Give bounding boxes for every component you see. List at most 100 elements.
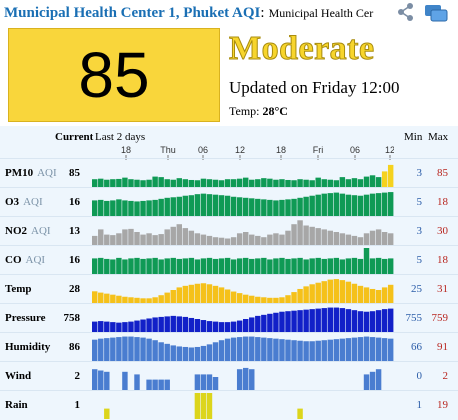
history-chart[interactable] [92,247,394,274]
history-bar [98,292,104,303]
history-bar [212,285,219,303]
history-bar [200,283,207,303]
history-bar [297,197,303,216]
history-bar [218,287,225,303]
history-bar [104,321,110,332]
history-bar [194,180,201,187]
history-bar [146,258,152,274]
history-bar [351,337,358,361]
min-value: 3 [416,167,423,179]
windows-icon[interactable] [424,4,448,22]
history-bar [315,194,321,216]
history-bar [249,369,255,390]
min-value: 5 [416,254,423,266]
history-bar [236,233,243,245]
history-bar [140,200,146,216]
reading-label-text: PM10 [5,167,34,179]
history-bar [243,367,249,390]
history-bar [291,198,297,216]
history-bar [369,258,376,274]
history-bar [152,235,158,245]
history-bar [110,179,116,187]
history-bar [333,307,340,332]
history-chart[interactable] [92,305,394,332]
history-bar [146,233,152,245]
reading-label-text: Temp [5,283,32,295]
history-bar [230,259,237,274]
reading-row-co[interactable]: CO AQI 16 5 18 [0,245,458,275]
history-bar [273,233,279,245]
history-bar [206,321,213,332]
history-bar [273,297,279,303]
history-bar [92,339,98,361]
reading-row-pressure[interactable]: Pressure 758 755 759 [0,303,458,333]
history-bar [375,193,382,216]
history-chart[interactable] [92,392,394,419]
reading-row-humidity[interactable]: Humidity 86 66 91 [0,332,458,362]
reading-row-o3[interactable]: O3 AQI 16 5 18 [0,187,458,217]
history-chart[interactable] [92,276,394,303]
history-bar [369,337,376,361]
history-bar [110,200,116,216]
history-bar [261,257,267,274]
history-bar [327,258,333,274]
station-title-link[interactable]: Municipal Health Center 1, Phuket AQI [4,5,261,21]
history-bar [200,374,207,390]
history-bar [315,308,321,332]
history-bar [116,337,122,361]
history-bar [267,338,273,361]
history-chart[interactable] [92,189,394,216]
history-bar [339,177,346,187]
history-bar [363,176,370,187]
history-bar [152,297,158,303]
reading-row-rain[interactable]: Rain 1 1 19 [0,390,458,420]
history-bar [255,296,261,303]
history-bar [158,295,164,303]
history-bar [297,220,303,245]
reading-row-pm10[interactable]: PM10 AQI 85 3 85 [0,158,458,188]
history-bar [345,309,352,332]
history-bar [230,337,237,361]
reading-row-no2[interactable]: NO2 AQI 13 3 30 [0,216,458,246]
temp-value: 28°C [262,104,288,118]
history-bar [146,338,152,361]
history-bar [122,229,128,245]
axis-tick-label: 18 [276,145,286,155]
history-bar [110,235,116,245]
history-bar [224,195,231,216]
reading-row-wind[interactable]: Wind 2 0 2 [0,361,458,391]
history-bar [170,257,176,274]
history-bar [285,311,291,332]
history-bar [297,340,303,361]
history-bar [122,200,128,216]
history-bar [255,198,261,216]
history-bar [363,336,370,361]
history-bar [381,232,388,245]
history-bar [243,177,249,187]
history-bar [315,177,321,187]
history-bar [134,297,140,303]
history-bar [243,336,249,361]
history-chart[interactable] [92,160,394,187]
history-bar [188,230,195,245]
history-chart[interactable] [92,334,394,361]
history-bar [357,337,364,361]
history-bar [249,295,255,303]
history-bar [369,311,376,332]
history-bar [158,379,164,390]
history-bar [297,288,303,303]
history-bar [363,248,370,274]
temp-label: Temp: [229,104,260,118]
history-bar [122,296,128,303]
share-icon[interactable] [396,2,416,22]
reading-row-temp[interactable]: Temp 28 25 31 [0,274,458,304]
aqi-category: Moderate [229,30,375,68]
history-chart[interactable] [92,363,394,390]
history-bar [279,234,285,245]
history-bar [261,337,267,361]
history-bar [363,233,370,245]
reading-label: NO2 AQI [5,225,51,237]
min-value: 25 [411,283,422,295]
history-chart[interactable] [92,218,394,245]
history-bar [327,193,333,216]
